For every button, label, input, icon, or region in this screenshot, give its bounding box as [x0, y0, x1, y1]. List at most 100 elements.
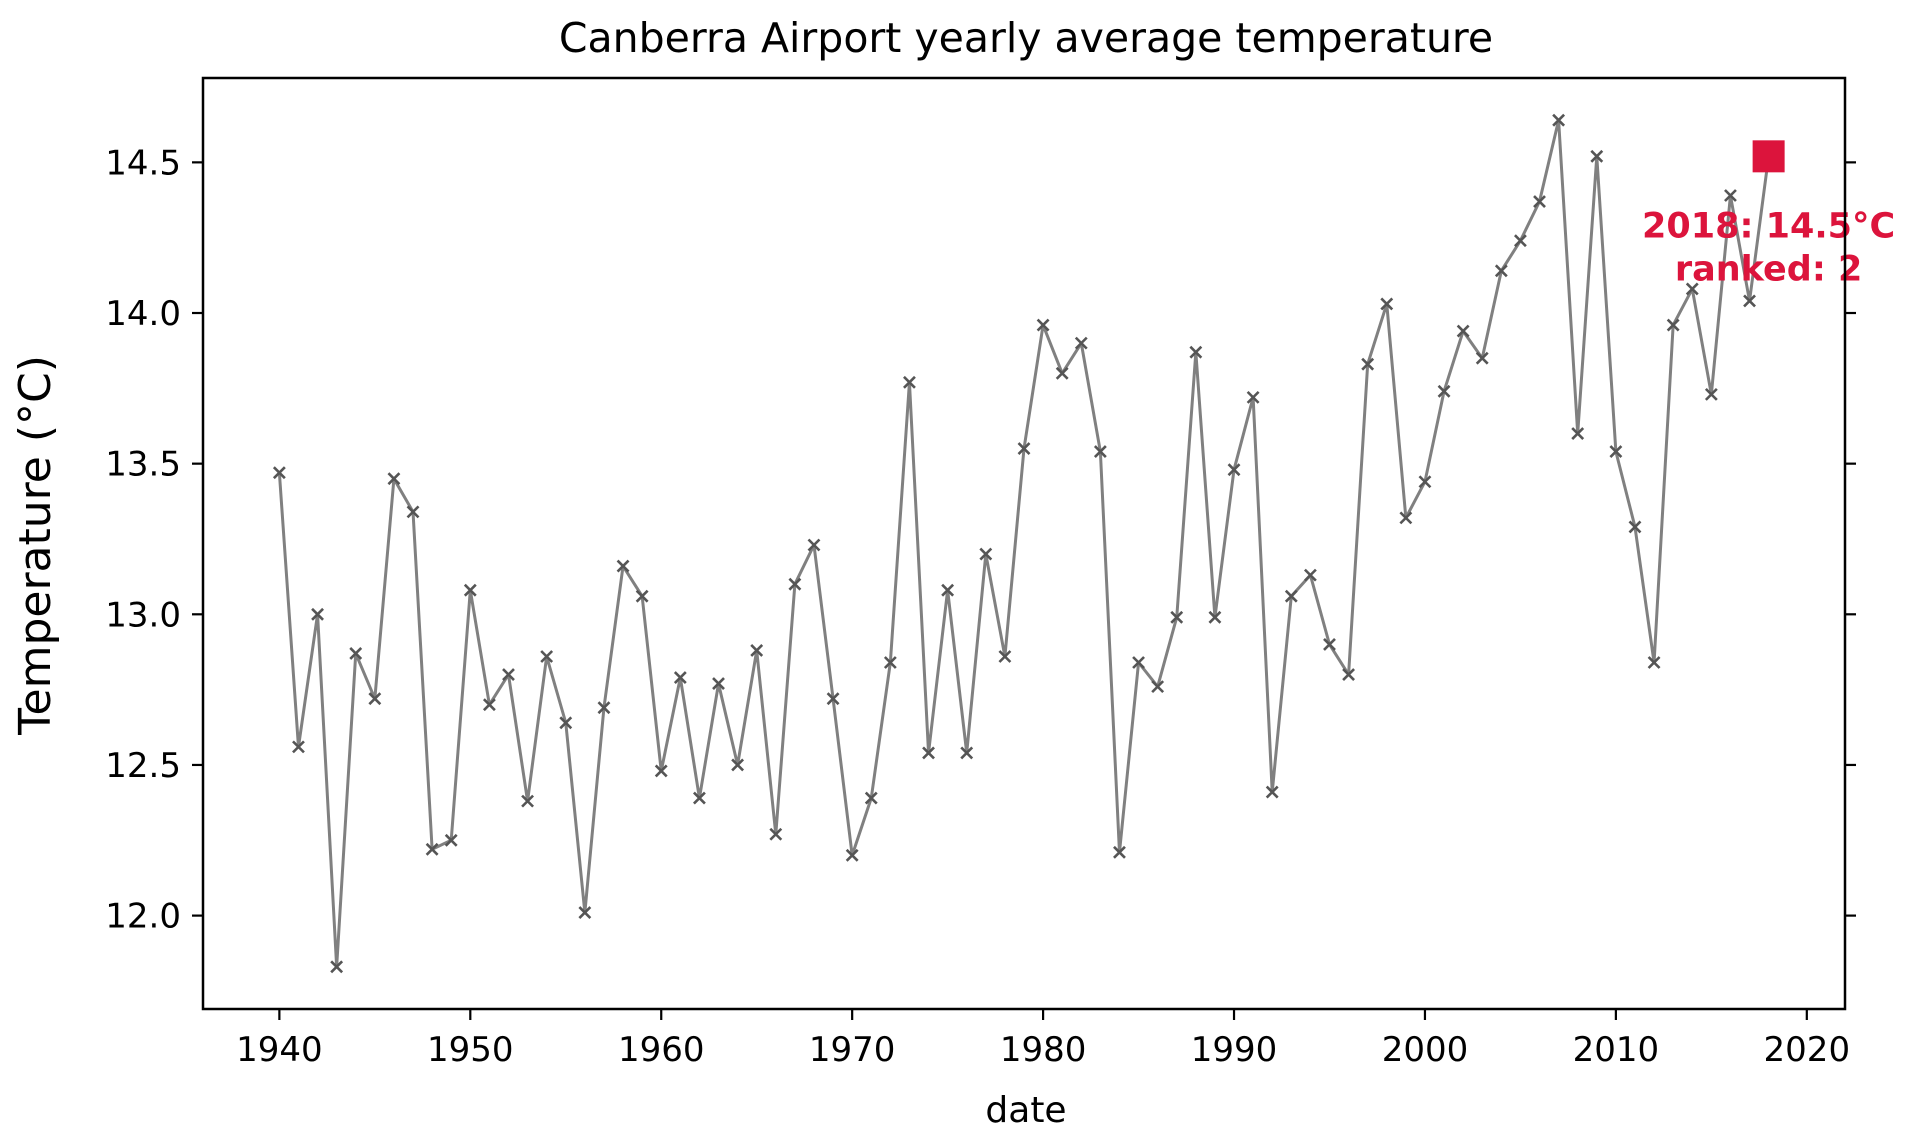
data-point: [521, 794, 535, 808]
data-point: [635, 589, 649, 603]
data-point: [922, 746, 935, 760]
data-point: [406, 505, 420, 519]
data-point: [864, 791, 878, 805]
y-tick-label: 13.0: [105, 595, 181, 635]
y-axis-ticks: 12.0 12.5 13.0 13.5 14.0 14.5: [105, 143, 1856, 937]
data-point: [1552, 113, 1566, 127]
data-point: [1685, 282, 1699, 296]
data-point: [1399, 511, 1413, 525]
data-point: [463, 583, 477, 597]
x-tick-label: 1980: [1000, 1030, 1087, 1070]
data-point: [731, 758, 745, 772]
data-point: [1189, 345, 1203, 359]
y-tick-label: 12.0: [105, 897, 181, 937]
data-point: [1017, 442, 1031, 456]
plot-frame: [201, 76, 1847, 1011]
data-point: [311, 607, 324, 621]
data-point: [1361, 357, 1375, 371]
data-point: [1475, 351, 1489, 365]
data-point: [502, 668, 515, 681]
data-point: [845, 848, 859, 862]
data-point: [1590, 149, 1604, 163]
data-point: [1265, 785, 1279, 799]
highlight-label-value: 2018: 14.5°C: [1642, 206, 1895, 246]
data-point: [712, 677, 725, 691]
data-point: [540, 650, 554, 663]
data-point: [998, 650, 1012, 663]
data-point: [1456, 324, 1470, 338]
data-point: [979, 547, 993, 561]
data-point: [1437, 384, 1451, 398]
data-point: [903, 375, 916, 389]
chart-title: Canberra Airport yearly average temperat…: [559, 14, 1493, 62]
data-point: [654, 764, 668, 778]
data-point: [941, 583, 955, 597]
data-point: [578, 906, 592, 920]
data-point: [1647, 656, 1661, 669]
data-point: [1628, 520, 1642, 534]
data-point: [272, 466, 286, 480]
data-point: [769, 827, 783, 841]
highlight-label-rank: ranked: 2: [1675, 249, 1862, 289]
y-axis-label: Temperature (°C): [10, 355, 61, 736]
data-point: [444, 833, 458, 847]
data-point: [292, 740, 305, 754]
data-point: [1342, 668, 1356, 681]
data-point: [425, 842, 439, 856]
x-tick-label: 1970: [809, 1030, 896, 1070]
data-point: [1533, 195, 1546, 208]
data-point: [1323, 638, 1336, 651]
data-point: [1151, 680, 1165, 694]
x-tick-label: 2000: [1382, 1030, 1469, 1070]
data-point: [960, 746, 974, 760]
x-tick-label: 1960: [618, 1030, 705, 1070]
data-point: [1724, 189, 1737, 202]
data-point: [1571, 427, 1585, 440]
data-point: [807, 538, 821, 552]
data-point: [673, 671, 687, 684]
data-point: [1055, 366, 1069, 380]
data-point: [349, 647, 363, 660]
data-point: [616, 559, 630, 573]
data-point: [368, 692, 382, 706]
data-point: [1132, 656, 1145, 669]
data-point: [788, 577, 802, 591]
y-tick-label: 14.0: [105, 294, 181, 334]
y-tick-label: 12.5: [105, 746, 181, 786]
data-point: [559, 716, 573, 730]
data-point: [826, 692, 840, 706]
data-point: [1208, 610, 1222, 624]
data-point: [1704, 387, 1718, 401]
data-point: [1418, 475, 1432, 489]
data-point: [1227, 463, 1241, 477]
data-point: [597, 701, 611, 715]
data-point: [1036, 318, 1050, 332]
data-point: [1284, 589, 1298, 603]
data-point: [1380, 297, 1394, 311]
x-tick-label: 2020: [1764, 1030, 1851, 1070]
data-point: [1666, 318, 1680, 332]
data-point: [1494, 264, 1508, 278]
data-point: [883, 656, 897, 669]
data-point: [1513, 234, 1527, 248]
highlight-marker: [1752, 140, 1785, 173]
data-point: [1074, 336, 1088, 350]
data-point: [330, 960, 344, 974]
data-point: [1170, 610, 1184, 624]
data-point: [1113, 845, 1126, 859]
data-point: [1609, 445, 1623, 459]
x-tick-label: 1990: [1191, 1030, 1278, 1070]
x-axis-label: date: [985, 1090, 1066, 1131]
data-point: [692, 791, 706, 805]
y-tick-label: 13.5: [105, 445, 181, 485]
x-tick-label: 1950: [427, 1030, 514, 1070]
data-point: [750, 644, 764, 657]
x-tick-label: 1940: [236, 1030, 323, 1070]
series-layer: [272, 113, 1776, 974]
y-tick-label: 14.5: [105, 143, 181, 183]
x-tick-label: 2010: [1573, 1030, 1660, 1070]
data-point: [1093, 445, 1107, 459]
